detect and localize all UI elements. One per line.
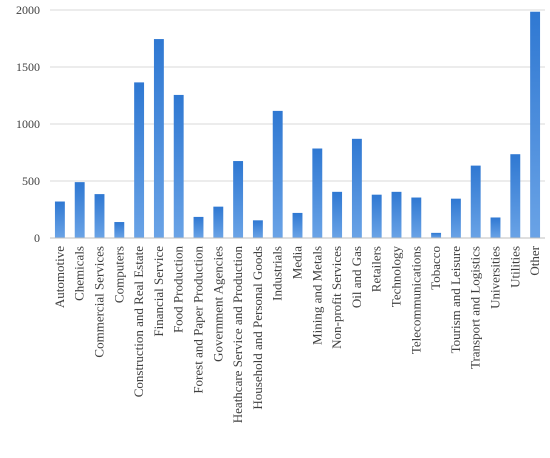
bar-forest-and-paper-production xyxy=(193,216,204,238)
x-category-label: Food Production xyxy=(171,246,186,334)
bar-government-agencies xyxy=(213,206,224,238)
x-category-label: Household and Personal Goods xyxy=(250,246,265,410)
bar-media xyxy=(292,212,303,238)
bar-food-production xyxy=(173,94,184,239)
bar-computers xyxy=(114,222,125,238)
x-category-label: Computers xyxy=(111,246,126,303)
x-category-label: Media xyxy=(290,246,305,279)
bar-construction-and-real-estate xyxy=(134,82,145,238)
y-tick-label: 1000 xyxy=(16,117,40,131)
bar-telecommunications xyxy=(411,197,422,238)
bar-heathcare-service-and-production xyxy=(233,161,244,238)
y-tick-label: 1500 xyxy=(16,60,40,74)
bar-industrials xyxy=(272,110,283,238)
x-category-label: Chemicals xyxy=(72,246,87,301)
x-category-label: Oil and Gas xyxy=(349,246,364,308)
x-category-label: Industrials xyxy=(270,246,285,301)
x-category-label: Forest and Paper Production xyxy=(191,246,206,394)
x-category-label: Government Agencies xyxy=(210,246,225,362)
x-category-label: Other xyxy=(527,245,542,275)
x-category-label: Telecommunications xyxy=(408,246,423,354)
y-tick-label: 500 xyxy=(22,174,40,188)
x-category-label: Financial Service xyxy=(151,246,166,337)
bar-non-profit-services xyxy=(332,191,343,238)
bar-commercial-services xyxy=(94,194,105,238)
x-category-label: Automotive xyxy=(52,246,67,308)
bar-utilities xyxy=(510,154,521,238)
gridlines xyxy=(50,9,545,182)
bars xyxy=(54,11,541,239)
bar-technology xyxy=(391,191,402,238)
x-category-label: Non-profit Services xyxy=(329,246,344,349)
x-category-label: Heathcare Service and Production xyxy=(230,246,245,424)
x-category-label: Mining and Metals xyxy=(309,246,324,345)
bar-automotive xyxy=(54,201,65,238)
bar-tourism-and-leisure xyxy=(450,198,461,238)
bar-other xyxy=(530,11,541,238)
bar-tobacco xyxy=(431,232,442,238)
bar-universities xyxy=(490,217,501,238)
bar-chemicals xyxy=(74,182,85,238)
bar-retailers xyxy=(371,194,382,238)
x-category-label: Tourism and Leisure xyxy=(448,246,463,354)
x-category-label: Retailers xyxy=(369,246,384,292)
x-category-label: Tobacco xyxy=(428,246,443,290)
bar-financial-service xyxy=(153,39,164,238)
bar-mining-and-metals xyxy=(312,148,323,238)
x-category-label: Universities xyxy=(488,246,503,309)
y-tick-label: 0 xyxy=(34,231,40,245)
bar-oil-and-gas xyxy=(351,138,362,238)
x-axis-category-labels: Automotive Chemicals Commercial Services Co… xyxy=(52,245,542,423)
x-category-label: Transport and Logistics xyxy=(468,246,483,369)
y-tick-label: 2000 xyxy=(16,3,40,17)
y-axis-tick-labels: 0 500 1000 1500 2000 xyxy=(16,3,40,245)
bar-transport-and-logistics xyxy=(470,165,481,238)
x-category-label: Commercial Services xyxy=(92,246,107,358)
x-category-label: Technology xyxy=(389,246,404,308)
x-category-label: Utilities xyxy=(507,246,522,288)
bar-household-and-personal-goods xyxy=(252,220,263,238)
x-category-label: Construction and Real Estate xyxy=(131,246,146,398)
